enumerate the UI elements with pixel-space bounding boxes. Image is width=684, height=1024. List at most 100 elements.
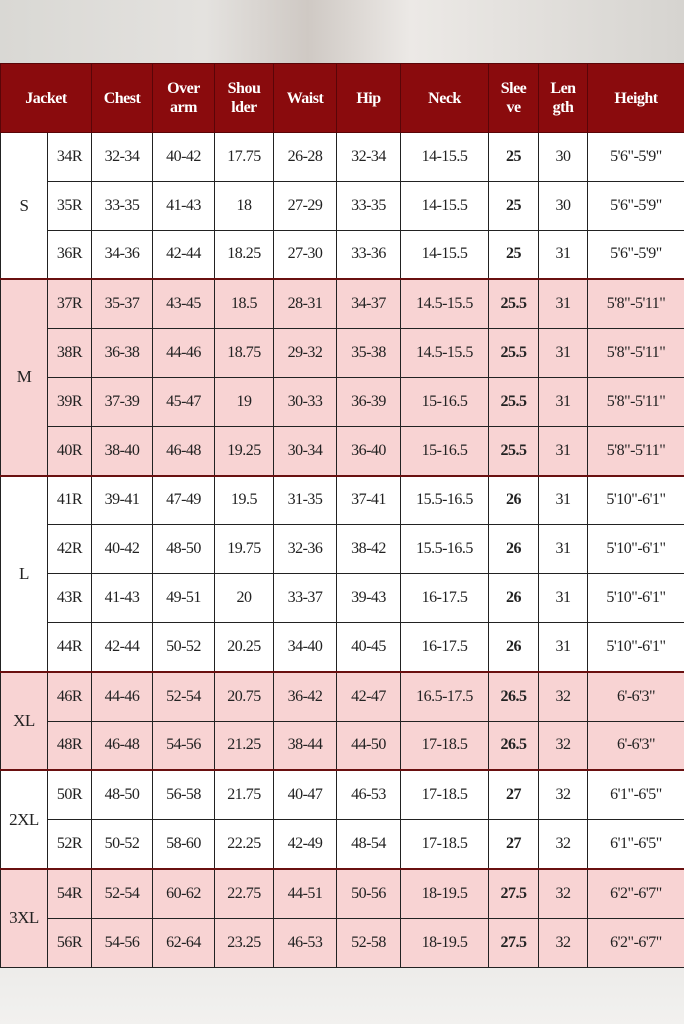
cell-chest: 54-56 — [91, 917, 153, 968]
cell-hip: 33-35 — [336, 180, 401, 231]
table-row: 42R 40-42 48-50 19.75 32-36 38-42 15.5-16.5 26 3… — [1, 524, 684, 575]
cell-shoulder: 22.25 — [214, 819, 274, 870]
table-row: 2XL 50R 48-50 56-58 21.75 40-47 46-53 17-18.5 27… — [0, 769, 684, 870]
cell-length: 31 — [538, 376, 588, 427]
cell-shoulder: 20.75 — [214, 671, 274, 722]
cell-length: 32 — [538, 720, 588, 771]
cell-sleeve: 25 — [488, 132, 539, 182]
size-label: S — [0, 132, 48, 280]
cell-hip: 52-58 — [336, 917, 401, 968]
cell-waist: 42-49 — [273, 819, 337, 870]
cell-length: 31 — [538, 229, 588, 280]
size-label: L — [0, 475, 48, 673]
cell-over-arm: 42-44 — [152, 229, 215, 280]
cell-length: 32 — [538, 868, 588, 919]
cell-shoulder: 21.25 — [214, 720, 274, 771]
cell-jacket-code: 35R — [47, 180, 92, 231]
cell-waist: 29-32 — [273, 328, 337, 378]
cell-over-arm: 56-58 — [152, 769, 215, 821]
cell-height: 5'10"-6'1" — [587, 621, 684, 673]
cell-hip: 35-38 — [336, 328, 401, 378]
table-row: 56R 54-56 62-64 23.25 46-53 52-58 18-19.5 27.5 3… — [1, 917, 684, 968]
cell-waist: 32-36 — [273, 524, 337, 575]
cell-jacket-code: 48R — [47, 720, 92, 771]
cell-length: 31 — [538, 425, 588, 477]
cell-jacket-code: 50R — [47, 769, 92, 821]
cell-hip: 38-42 — [336, 524, 401, 575]
cell-chest: 41-43 — [91, 573, 153, 623]
cell-chest: 39-41 — [91, 475, 153, 526]
header-sleeve: Slee ve — [488, 63, 539, 133]
header-sleeve-line2: ve — [506, 99, 521, 116]
cell-hip: 44-50 — [336, 720, 401, 771]
cell-neck: 16-17.5 — [400, 573, 489, 623]
size-group-s: S 34R 32-34 40-42 17.75 26-28 32-34 14-15.5 25 30… — [0, 132, 684, 280]
cell-shoulder: 17.75 — [214, 132, 274, 182]
cell-neck: 15-16.5 — [400, 376, 489, 427]
cell-chest: 52-54 — [91, 868, 153, 919]
table-row: L 41R 39-41 47-49 19.5 31-35 37-41 15.5-16.5 26 3… — [0, 475, 684, 673]
table-row: 38R 36-38 44-46 18.75 29-32 35-38 14.5-15.5 25.… — [1, 328, 684, 378]
cell-neck: 16-17.5 — [400, 621, 489, 673]
cell-shoulder: 18 — [214, 180, 274, 231]
cell-hip: 32-34 — [336, 132, 401, 182]
header-over-arm-line2: arm — [170, 99, 197, 116]
cell-jacket-code: 39R — [47, 376, 92, 427]
cell-hip: 33-36 — [336, 229, 401, 280]
cell-neck: 14-15.5 — [400, 180, 489, 231]
cell-over-arm: 54-56 — [152, 720, 215, 771]
cell-waist: 26-28 — [273, 132, 337, 182]
cell-height: 6'-6'3" — [587, 720, 684, 771]
cell-length: 30 — [538, 180, 588, 231]
background-photo-bottom — [0, 960, 684, 1024]
size-group-xl: XL 46R 44-46 52-54 20.75 36-42 42-47 16.5-17.5 2… — [0, 671, 684, 771]
cell-waist: 28-31 — [273, 278, 337, 330]
cell-neck: 14-15.5 — [400, 229, 489, 280]
table-row: 35R 33-35 41-43 18 27-29 33-35 14-15.5 25 30 5'6"… — [1, 180, 684, 231]
cell-waist: 33-37 — [273, 573, 337, 623]
table-row: S 34R 32-34 40-42 17.75 26-28 32-34 14-15.5 25 30… — [0, 132, 684, 280]
cell-over-arm: 58-60 — [152, 819, 215, 870]
header-height: Height — [587, 63, 684, 133]
cell-length: 32 — [538, 671, 588, 722]
table-row: 48R 46-48 54-56 21.25 38-44 44-50 17-18.5 26.5 3… — [1, 720, 684, 771]
cell-sleeve: 25.5 — [488, 328, 539, 378]
cell-jacket-code: 52R — [47, 819, 92, 870]
cell-height: 5'10"-6'1" — [587, 524, 684, 575]
cell-waist: 31-35 — [273, 475, 337, 526]
cell-chest: 42-44 — [91, 621, 153, 673]
header-chest: Chest — [91, 63, 153, 133]
header-hip: Hip — [336, 63, 401, 133]
header-shoulder-line2: lder — [231, 99, 257, 116]
cell-chest: 32-34 — [91, 132, 153, 182]
cell-neck: 14.5-15.5 — [400, 328, 489, 378]
cell-neck: 14-15.5 — [400, 132, 489, 182]
cell-hip: 36-39 — [336, 376, 401, 427]
cell-sleeve: 27 — [488, 769, 539, 821]
cell-neck: 18-19.5 — [400, 917, 489, 968]
cell-sleeve: 27.5 — [488, 917, 539, 968]
cell-jacket-code: 54R — [47, 868, 92, 919]
size-chart-table: Jacket Chest Over arm Shou lder Waist Hip … — [0, 63, 684, 968]
header-shoulder: Shou lder — [214, 63, 274, 133]
cell-sleeve: 26 — [488, 573, 539, 623]
cell-height: 6'1"-6'5" — [587, 769, 684, 821]
cell-length: 32 — [538, 917, 588, 968]
cell-shoulder: 22.75 — [214, 868, 274, 919]
cell-shoulder: 21.75 — [214, 769, 274, 821]
cell-sleeve: 25.5 — [488, 278, 539, 330]
cell-hip: 50-56 — [336, 868, 401, 919]
cell-jacket-code: 36R — [47, 229, 92, 280]
cell-jacket-code: 38R — [47, 328, 92, 378]
header-sleeve-line1: Slee — [500, 80, 527, 97]
cell-sleeve: 25 — [488, 180, 539, 231]
cell-over-arm: 41-43 — [152, 180, 215, 231]
cell-waist: 40-47 — [273, 769, 337, 821]
cell-sleeve: 27.5 — [488, 868, 539, 919]
table-row: 3XL 54R 52-54 60-62 22.75 44-51 50-56 18-19.5 27… — [0, 868, 684, 968]
cell-waist: 46-53 — [273, 917, 337, 968]
cell-chest: 44-46 — [91, 671, 153, 722]
cell-hip: 46-53 — [336, 769, 401, 821]
cell-neck: 14.5-15.5 — [400, 278, 489, 330]
cell-neck: 17-18.5 — [400, 769, 489, 821]
